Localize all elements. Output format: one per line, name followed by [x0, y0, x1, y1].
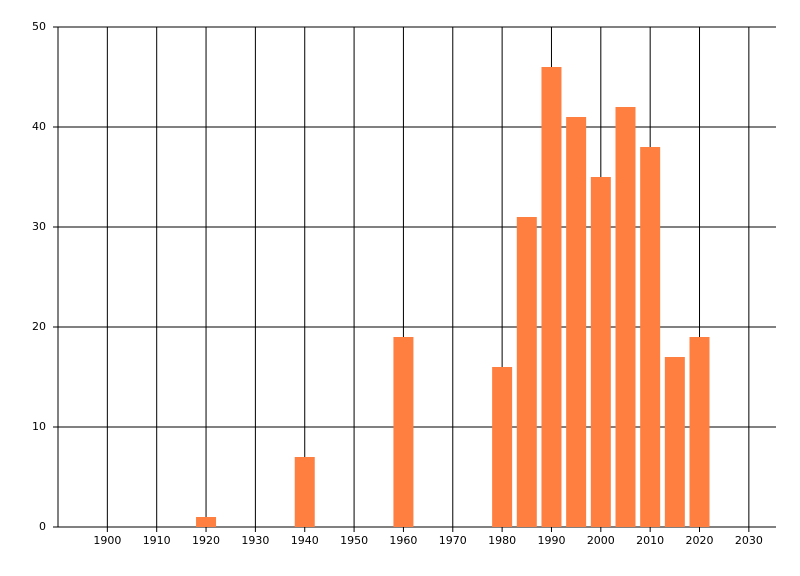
x-tick-label: 1930 [241, 534, 269, 547]
x-tick-label: 1910 [143, 534, 171, 547]
bar [516, 217, 537, 527]
bar [664, 357, 685, 527]
y-tick-label: 40 [32, 120, 46, 133]
bar [615, 107, 636, 527]
bar [566, 117, 587, 527]
x-tick-label: 2030 [735, 534, 763, 547]
y-tick-label: 50 [32, 20, 46, 33]
bar [196, 517, 217, 527]
x-tick-label: 2000 [587, 534, 615, 547]
x-tick-label: 1960 [389, 534, 417, 547]
x-tick-label: 1940 [291, 534, 319, 547]
x-tick-label: 2010 [636, 534, 664, 547]
bar [541, 67, 562, 527]
bar [393, 337, 414, 527]
x-tick-label: 1900 [93, 534, 121, 547]
y-tick-label: 0 [39, 520, 46, 533]
y-tick-label: 20 [32, 320, 46, 333]
x-tick-label: 1950 [340, 534, 368, 547]
bar [492, 367, 513, 527]
y-tick-label: 10 [32, 420, 46, 433]
x-tick-label: 1920 [192, 534, 220, 547]
x-tick-label: 1970 [439, 534, 467, 547]
bar [640, 147, 661, 527]
x-tick-label: 2020 [686, 534, 714, 547]
bar [590, 177, 611, 527]
x-tick-label: 1990 [537, 534, 565, 547]
bar [689, 337, 710, 527]
bar [294, 457, 315, 527]
y-tick-label: 30 [32, 220, 46, 233]
x-tick-label: 1980 [488, 534, 516, 547]
